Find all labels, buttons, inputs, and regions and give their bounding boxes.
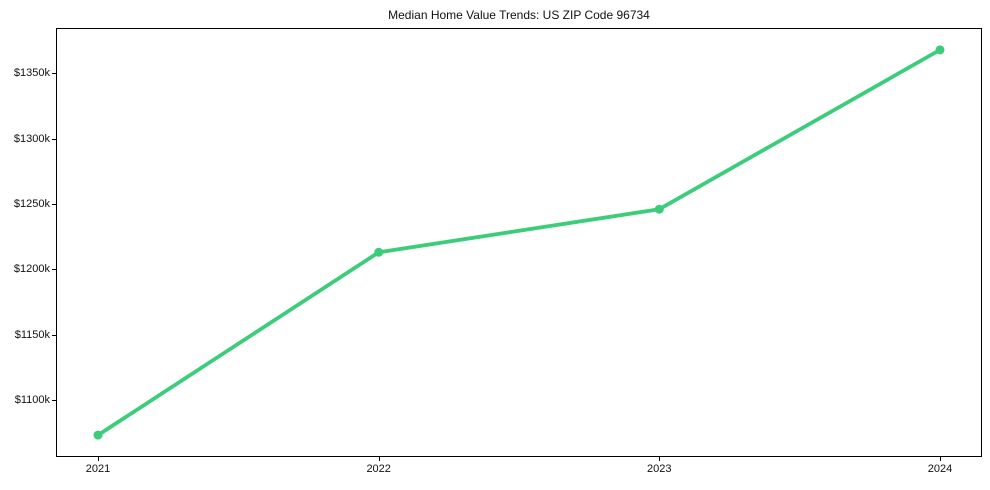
y-tick-mark	[52, 73, 56, 75]
data-point-marker-2022	[374, 247, 384, 257]
trend-line	[96, 47, 942, 438]
line-series-canvas	[93, 45, 945, 440]
y-tick-mark	[52, 334, 56, 336]
x-tick-label: 2021	[85, 463, 111, 475]
data-point-marker-2021	[93, 430, 103, 440]
x-tick-mark	[659, 457, 661, 461]
x-tick-mark	[940, 457, 941, 461]
x-tick-label: 2022	[366, 463, 391, 475]
x-tick-label: 2024	[927, 463, 953, 475]
chart-title: Median Home Value Trends: US ZIP Code 96…	[388, 8, 650, 22]
y-tick-label: $1300k	[13, 132, 50, 145]
y-tick-label: $1100k	[14, 393, 50, 406]
plot-area	[56, 28, 982, 457]
y-tick-label: $1150k	[14, 328, 50, 341]
x-tick-mark	[378, 457, 380, 461]
y-tick-label: $1350k	[13, 67, 50, 80]
y-tick-mark	[52, 204, 56, 205]
y-tick-mark	[52, 399, 56, 401]
x-tick-label: 2023	[647, 463, 672, 475]
y-tick-mark	[52, 269, 56, 271]
data-point-marker-2024	[935, 45, 945, 55]
data-point-marker-2023	[654, 204, 664, 214]
y-tick-mark	[52, 138, 56, 140]
x-tick-mark	[98, 457, 99, 461]
y-tick-label: $1250k	[13, 198, 50, 210]
y-tick-label: $1200k	[13, 263, 50, 276]
